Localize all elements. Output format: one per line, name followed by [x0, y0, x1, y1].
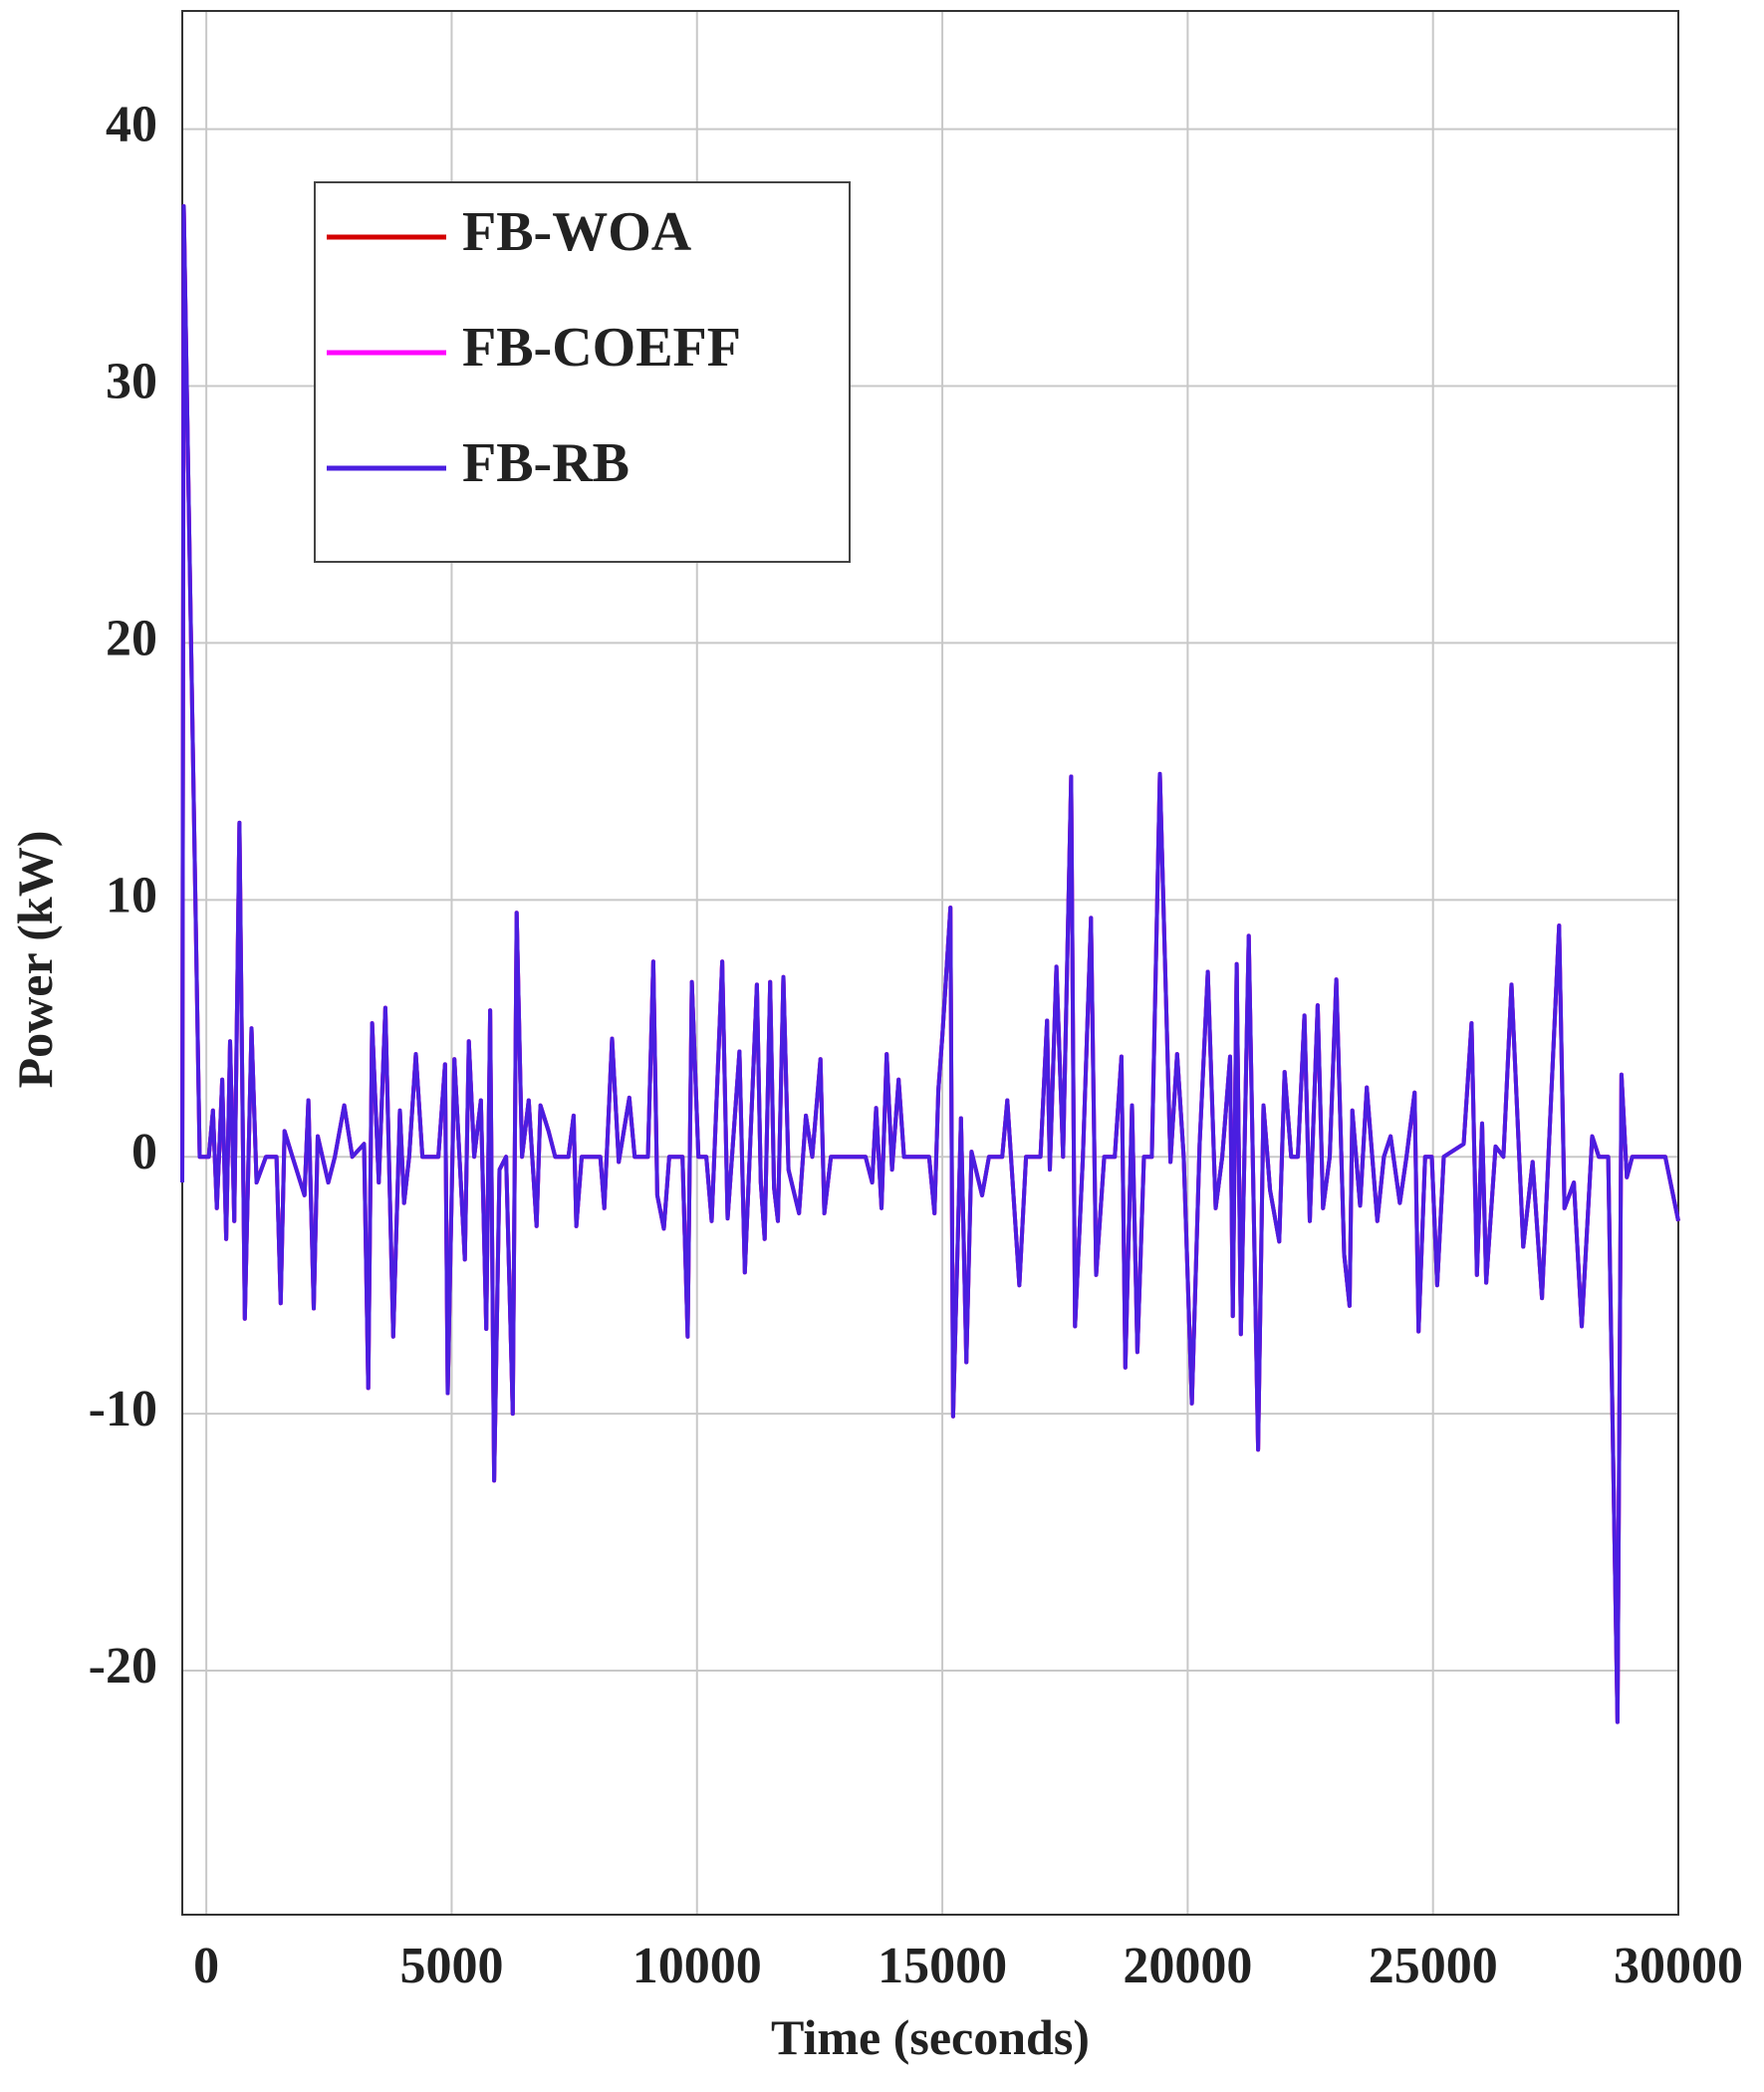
- series-line: [180, 204, 1680, 1724]
- y-tick-label: 0: [131, 1124, 157, 1180]
- x-tick-label: 0: [193, 1938, 219, 1994]
- y-tick-label: 40: [106, 97, 157, 153]
- x-tick-label: 10000: [632, 1938, 762, 1994]
- x-tick-label: 15000: [878, 1938, 1007, 1994]
- y-tick-label: 20: [106, 610, 157, 666]
- y-tick-label: 10: [106, 867, 157, 923]
- legend-box: [314, 181, 851, 563]
- y-tick-label: -20: [89, 1638, 157, 1695]
- legend-label: FB-COEFF: [462, 317, 741, 379]
- x-tick-label: 30000: [1614, 1938, 1743, 1994]
- y-axis-title: Power (kW): [7, 831, 63, 1089]
- legend-label: FB-WOA: [462, 201, 692, 263]
- x-tick-label: 5000: [399, 1938, 503, 1994]
- x-tick-label: 25000: [1369, 1938, 1498, 1994]
- legend-label: FB-RB: [462, 432, 630, 494]
- x-axis-title: Time (seconds): [771, 2009, 1090, 2065]
- y-tick-label: 30: [106, 353, 157, 409]
- x-tick-label: 20000: [1123, 1938, 1252, 1994]
- y-tick-label: -10: [89, 1381, 157, 1438]
